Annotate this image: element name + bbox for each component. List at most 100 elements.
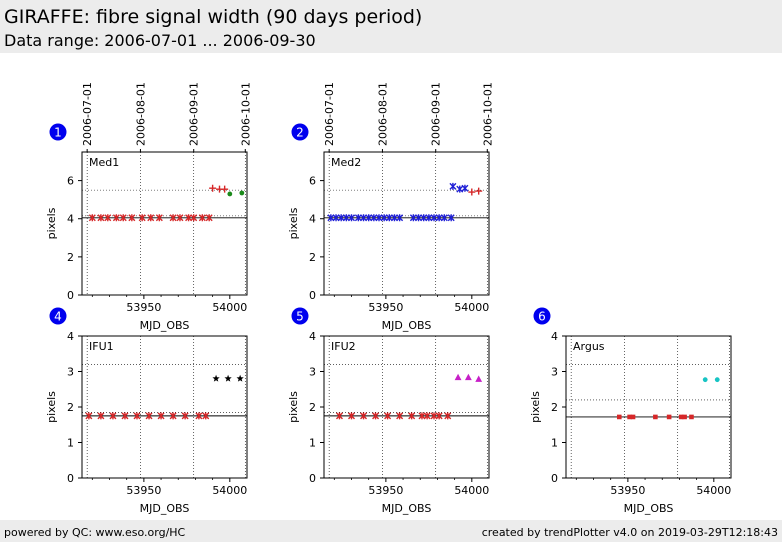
y-tick-label: 0 xyxy=(67,289,74,302)
y-axis-label: pixels xyxy=(529,391,542,423)
x-tick-label: 53950 xyxy=(368,484,403,497)
data-marker xyxy=(616,414,622,420)
data-marker xyxy=(198,214,206,222)
data-marker xyxy=(157,412,165,420)
header-bar: GIRAFFE: fibre signal width (90 days per… xyxy=(0,0,782,53)
data-marker xyxy=(370,214,378,222)
data-marker xyxy=(430,214,438,222)
x-tick-label: 54000 xyxy=(696,484,731,497)
panel-label: IFU1 xyxy=(89,340,114,353)
data-marker xyxy=(449,182,457,190)
y-tick-label: 6 xyxy=(309,175,316,188)
data-marker xyxy=(169,214,177,222)
plot-frame xyxy=(323,151,490,296)
data-marker xyxy=(221,185,229,193)
data-marker xyxy=(425,214,433,222)
data-marker xyxy=(714,377,720,383)
data-marker xyxy=(337,214,345,222)
data-marker xyxy=(475,375,483,382)
data-marker xyxy=(415,214,423,222)
data-marker xyxy=(396,412,404,420)
data-marker xyxy=(227,191,233,197)
x-axis-label: MJD_OBS xyxy=(140,502,190,515)
x-tick-label: 54000 xyxy=(212,301,247,314)
data-marker xyxy=(97,214,105,222)
data-marker xyxy=(423,412,431,420)
data-marker xyxy=(408,412,416,420)
y-axis-label: pixels xyxy=(45,391,58,423)
footer-generator: created by trendPlotter v4.0 on 2019-03-… xyxy=(481,526,778,539)
x-tick-label: 54000 xyxy=(454,484,489,497)
panel-number: 2 xyxy=(296,126,304,140)
y-axis-label: pixels xyxy=(45,207,58,239)
data-marker xyxy=(133,412,141,420)
data-marker xyxy=(104,214,112,222)
data-marker xyxy=(627,414,632,420)
y-tick-label: 2 xyxy=(309,401,316,414)
data-marker xyxy=(435,214,443,222)
panel-number: 4 xyxy=(54,310,62,324)
data-marker xyxy=(332,214,340,222)
data-marker xyxy=(205,214,213,222)
y-tick-label: 4 xyxy=(551,330,558,343)
panel-number: 5 xyxy=(296,310,304,324)
y-tick-label: 1 xyxy=(551,437,558,450)
y-tick-label: 6 xyxy=(67,175,74,188)
data-marker xyxy=(456,185,464,193)
panel-label: Argus xyxy=(573,340,605,353)
data-marker xyxy=(372,412,380,420)
x-axis-label: MJD_OBS xyxy=(140,319,190,332)
data-marker xyxy=(390,214,398,222)
x-tick-label: 53950 xyxy=(126,484,161,497)
y-tick-label: 3 xyxy=(67,366,74,379)
data-marker xyxy=(185,214,193,222)
data-marker xyxy=(689,414,694,420)
panel-number-badge xyxy=(291,307,309,325)
data-marker xyxy=(380,214,388,222)
chart-panel-6: 0 1 2 3 4 53950 54000 MJD_OBS pixels Argus 6 xyxy=(529,307,732,515)
data-marker xyxy=(209,184,217,192)
y-tick-label: 0 xyxy=(309,472,316,485)
panel-number-badge xyxy=(291,123,309,141)
panel-number: 6 xyxy=(538,310,546,324)
x-tick-label: 54000 xyxy=(454,301,489,314)
panel-label: IFU2 xyxy=(331,340,356,353)
data-marker xyxy=(702,377,708,383)
panel-number: 1 xyxy=(54,126,62,140)
data-marker xyxy=(468,188,476,196)
data-marker xyxy=(440,214,448,222)
x-axis-label: MJD_OBS xyxy=(382,319,432,332)
top-axis-date-label: 2006-07-01 xyxy=(323,82,336,146)
y-tick-label: 2 xyxy=(67,401,74,414)
top-axis-date-label: 2006-10-01 xyxy=(481,82,494,146)
y-axis-label: pixels xyxy=(287,391,300,423)
data-marker xyxy=(169,412,177,420)
y-tick-label: 4 xyxy=(67,330,74,343)
y-tick-label: 2 xyxy=(551,401,558,414)
panel-number-badge xyxy=(49,307,67,325)
data-marker xyxy=(454,373,462,381)
top-axis-date-label: 2006-08-01 xyxy=(134,82,147,146)
data-marker xyxy=(138,214,146,222)
data-marker xyxy=(444,412,452,420)
y-tick-label: 0 xyxy=(309,289,316,302)
data-marker xyxy=(147,214,155,222)
top-axis-date-label: 2006-09-01 xyxy=(430,82,443,146)
data-marker xyxy=(396,214,404,222)
chart-panel-1: 0 2 4 6 53950 54000 MJD_OBS pixels Med1 2006-07-0… xyxy=(45,82,252,332)
data-marker xyxy=(384,412,392,420)
top-axis-date-label: 2006-10-01 xyxy=(239,82,252,146)
data-marker xyxy=(630,414,636,420)
data-marker xyxy=(360,412,368,420)
y-tick-label: 4 xyxy=(309,213,316,226)
data-marker xyxy=(360,214,368,222)
data-marker xyxy=(678,414,684,420)
panel-number-badge xyxy=(533,307,551,325)
data-marker xyxy=(239,190,245,196)
x-axis-label: MJD_OBS xyxy=(382,502,432,515)
data-marker xyxy=(202,412,210,420)
top-axis-date-label: 2006-07-01 xyxy=(81,82,94,146)
data-marker xyxy=(342,214,350,222)
